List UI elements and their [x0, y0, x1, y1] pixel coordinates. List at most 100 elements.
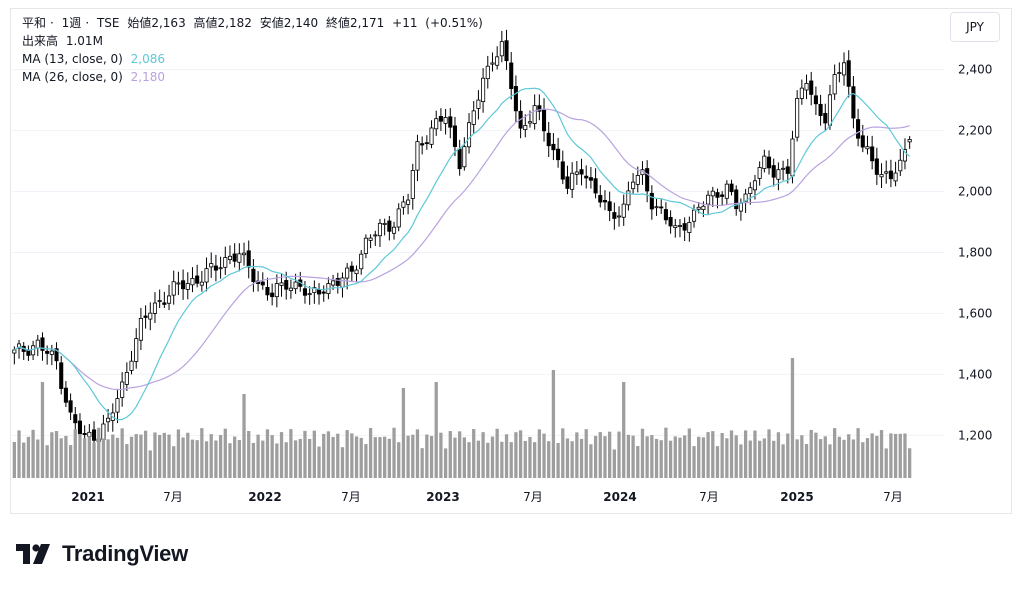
- candle-body: [898, 159, 903, 172]
- volume-bar: [158, 434, 162, 478]
- volume-bar: [350, 433, 354, 478]
- candle-body: [616, 215, 622, 218]
- volume-bar: [875, 435, 879, 478]
- candle-body: [401, 201, 406, 208]
- change-pct: (+0.51%): [425, 16, 483, 30]
- volume-bar: [861, 442, 865, 478]
- volume-bar: [847, 434, 851, 478]
- candle-body: [241, 252, 247, 256]
- volume-bar: [162, 432, 166, 478]
- interval[interactable]: 1週: [61, 16, 82, 30]
- volume-bar: [406, 435, 410, 478]
- candle-body: [312, 287, 317, 293]
- low-label: 安値: [259, 16, 284, 30]
- candle-body: [452, 125, 458, 147]
- ma26-label[interactable]: MA (26, close, 0): [22, 70, 123, 84]
- ma13-label[interactable]: MA (13, close, 0): [22, 52, 123, 66]
- candle-body: [762, 155, 767, 169]
- volume-bar: [584, 429, 588, 478]
- candle-body: [884, 171, 889, 174]
- volume-bar: [800, 435, 804, 478]
- candle-body: [860, 135, 865, 148]
- candle-body: [171, 281, 176, 296]
- candle-body: [59, 362, 64, 389]
- volume-bar: [200, 428, 204, 478]
- volume-bar: [261, 440, 265, 478]
- volume-bar: [593, 435, 598, 478]
- candle-body: [190, 277, 195, 286]
- volume-bar: [73, 429, 77, 478]
- volume-bar: [204, 441, 209, 478]
- x-tick-label: 2022: [248, 490, 281, 504]
- volume-bar: [425, 434, 429, 478]
- volume-bar: [767, 429, 771, 478]
- volume-bar: [504, 434, 509, 478]
- volume-bar: [401, 388, 406, 478]
- close-label: 終値: [325, 16, 350, 30]
- volume-bar: [195, 440, 199, 478]
- candle-body: [602, 199, 608, 203]
- change-value: +11: [392, 16, 418, 30]
- x-tick-label: 7月: [523, 490, 543, 504]
- volume-bar: [270, 435, 274, 478]
- ohlc-row: 平和 · 1週 · TSE 始値2,163 高値2,182 安値2,140 終値2,…: [22, 16, 483, 30]
- volume-bar: [190, 439, 195, 478]
- candle-body: [499, 41, 504, 57]
- volume-bar: [242, 394, 246, 478]
- candle-body: [204, 268, 209, 283]
- volume-bar: [383, 436, 387, 478]
- volume-bar: [331, 436, 335, 478]
- volume-bar: [59, 438, 63, 478]
- price-chart[interactable]: 1,200 1,400 1,600 1,800 2,000 2,200 2,400 2021 7…: [0, 0, 1024, 520]
- volume-bar: [575, 432, 579, 478]
- candle-body: [570, 172, 575, 190]
- symbol-name[interactable]: 平和: [22, 16, 47, 30]
- candle-body: [143, 315, 148, 318]
- volume-bar: [129, 436, 134, 478]
- candle-body: [654, 206, 659, 209]
- candle-body: [481, 77, 486, 102]
- volume-bar: [106, 439, 110, 478]
- volume-bar: [345, 430, 349, 478]
- volume-bar: [50, 432, 54, 478]
- candle-body: [490, 62, 495, 65]
- tradingview-brand[interactable]: TradingView: [16, 540, 188, 568]
- volume-bar: [898, 433, 902, 478]
- volume-bar: [434, 382, 438, 478]
- candle-body: [598, 195, 603, 203]
- candle-body: [162, 302, 167, 305]
- volume-bar: [795, 439, 799, 478]
- candle-body: [771, 165, 776, 178]
- candle-body: [448, 116, 453, 128]
- candle-body: [687, 222, 692, 233]
- volume-bar: [650, 435, 654, 478]
- candle-body: [551, 143, 556, 151]
- candle-body: [856, 119, 861, 139]
- candle-body: [82, 433, 87, 435]
- candle-body: [387, 220, 392, 232]
- volume-bar: [101, 438, 106, 478]
- volume-bar: [64, 435, 68, 478]
- volume-bar: [617, 431, 621, 478]
- volume-bar: [308, 438, 312, 478]
- volume-bar: [284, 442, 288, 478]
- candle-body: [607, 201, 612, 212]
- volume-bar: [214, 440, 218, 478]
- volume-bar: [364, 444, 368, 478]
- candle-body: [888, 170, 893, 180]
- volume-bar: [12, 442, 16, 478]
- candle-body: [31, 345, 36, 356]
- x-tick-label: 2021: [71, 490, 104, 504]
- volume-bar: [762, 438, 766, 478]
- candle-body: [73, 414, 78, 424]
- x-tick-label: 2024: [603, 490, 636, 504]
- volume-bar: [697, 436, 701, 478]
- candle-body: [391, 226, 397, 234]
- candle-body: [907, 139, 912, 143]
- candle-body: [509, 62, 514, 89]
- low-value: 2,140: [283, 16, 319, 30]
- volume-bar: [265, 429, 270, 478]
- candle-body: [513, 86, 518, 112]
- currency-button[interactable]: JPY: [950, 12, 1000, 42]
- candle-body: [874, 158, 879, 175]
